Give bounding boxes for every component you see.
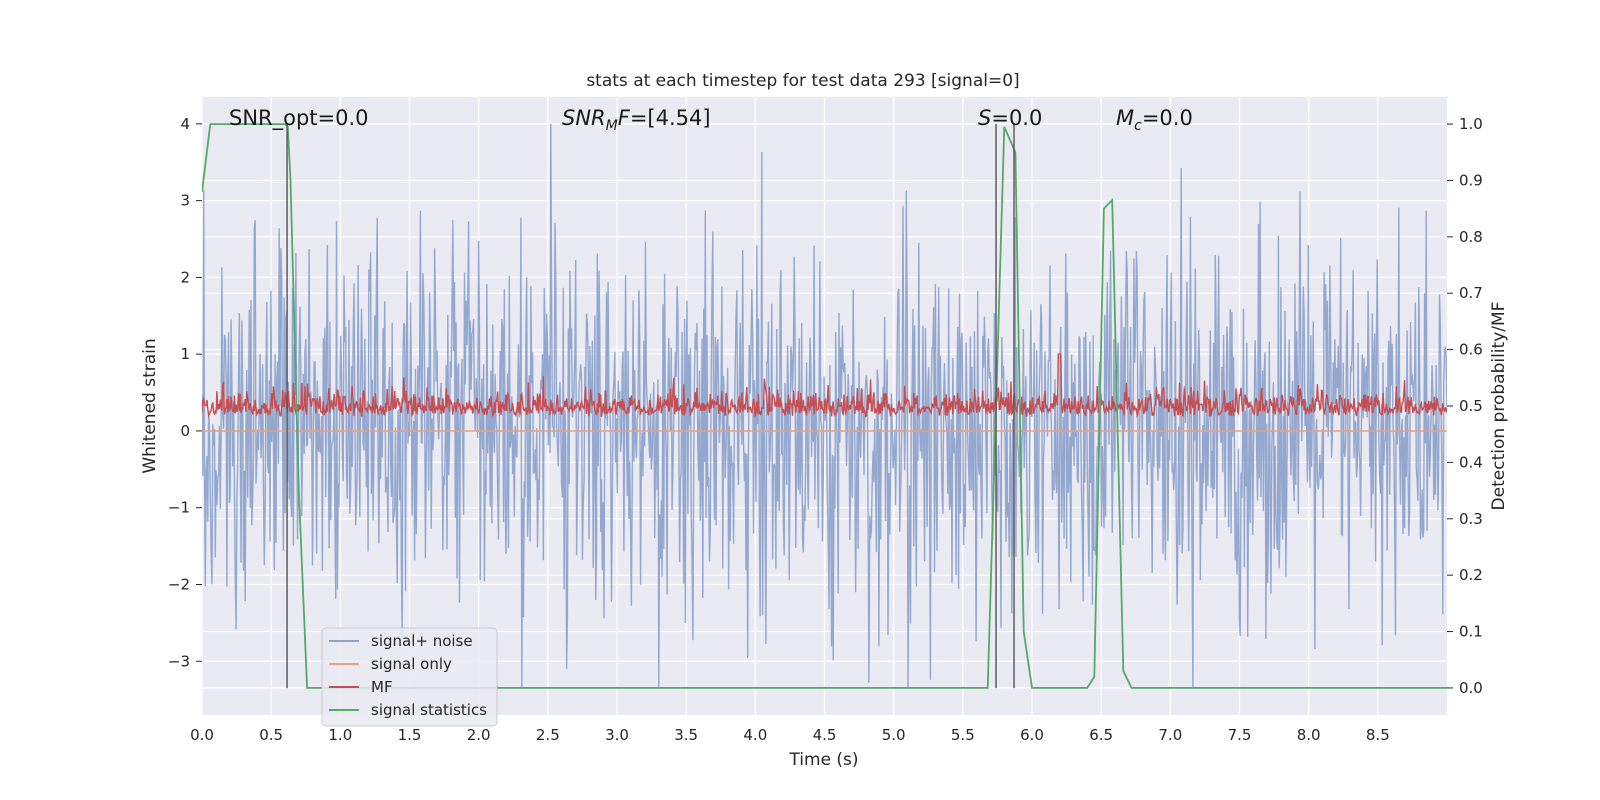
annotation-snr-mf: SNRMF=[4.54] bbox=[562, 106, 711, 134]
snr-mf-tail-italic: F bbox=[618, 106, 631, 130]
y-tick-label: −1 bbox=[168, 499, 190, 517]
y2-tick-label: 0.8 bbox=[1459, 228, 1483, 246]
x-tick-label: 4.0 bbox=[743, 726, 767, 744]
x-tick-label: 8.5 bbox=[1366, 726, 1390, 744]
x-tick-label: 6.0 bbox=[1020, 726, 1044, 744]
chart-title: stats at each timestep for test data 293… bbox=[586, 71, 1019, 91]
y-tick-label: −3 bbox=[168, 652, 190, 670]
x-tick-label: 8.0 bbox=[1297, 726, 1321, 744]
x-tick-label: 7.0 bbox=[1158, 726, 1182, 744]
x-tick-labels: 0.0 0.5 1.0 1.5 2.0 2.5 3.0 3.5 4.0 4.5 5.0 5.5 6.0 6… bbox=[190, 726, 1390, 744]
y2-tick-label: 0.9 bbox=[1459, 171, 1483, 189]
y-tick-label: −2 bbox=[168, 575, 190, 593]
x-tick-label: 0.0 bbox=[190, 726, 214, 744]
y-tick-label: 3 bbox=[180, 192, 190, 210]
x-tick-label: 0.5 bbox=[259, 726, 283, 744]
s-tail: =0.0 bbox=[991, 106, 1042, 130]
y2-axis-label: Detection probability/MF bbox=[1489, 302, 1509, 511]
snr-mf-sub: M bbox=[606, 118, 618, 134]
y2-tick-label: 0.6 bbox=[1459, 341, 1483, 359]
y2-tick-label: 0.1 bbox=[1459, 623, 1483, 641]
s-main: S bbox=[978, 106, 991, 130]
y2-tick-label: 0.2 bbox=[1459, 566, 1483, 584]
annotation-snr-opt: SNR_opt=0.0 bbox=[229, 106, 369, 131]
mc-tail: =0.0 bbox=[1142, 106, 1193, 130]
x-tick-label: 1.0 bbox=[328, 726, 352, 744]
y2-tick-label: 0.4 bbox=[1459, 453, 1483, 471]
snr-mf-tail: =[4.54] bbox=[630, 106, 711, 130]
legend-label-mf: MF bbox=[371, 678, 393, 696]
vline-layer bbox=[286, 123, 1015, 689]
legend-label-signal-noise: signal+ noise bbox=[371, 632, 473, 650]
legend-box bbox=[321, 627, 498, 727]
series-mf bbox=[202, 353, 1447, 419]
legend: signal+ noise signal only MF signal stat… bbox=[321, 627, 498, 727]
annotation-mc: Mc=0.0 bbox=[1116, 106, 1193, 134]
y2-tick-label: 0.7 bbox=[1459, 284, 1483, 302]
y-tick-label: 2 bbox=[180, 268, 190, 286]
x-tick-label: 2.0 bbox=[467, 726, 491, 744]
y2-tick-label: 0.5 bbox=[1459, 397, 1483, 415]
snr-mf-main: SNR bbox=[562, 106, 606, 130]
series-signal-noise bbox=[202, 123, 1447, 689]
x-tick-label: 5.5 bbox=[951, 726, 975, 744]
x-tick-label: 1.5 bbox=[398, 726, 422, 744]
x-tick-label: 5.0 bbox=[882, 726, 906, 744]
y-axis-label: Whitened strain bbox=[140, 338, 160, 473]
x-tick-label: 3.5 bbox=[674, 726, 698, 744]
y-tick-label: 0 bbox=[180, 422, 190, 440]
mc-sub: c bbox=[1134, 118, 1142, 134]
x-tick-label: 4.5 bbox=[813, 726, 837, 744]
mc-main: M bbox=[1116, 106, 1134, 130]
y2-tick-label: 0.0 bbox=[1459, 679, 1483, 697]
x-tick-label: 2.5 bbox=[536, 726, 560, 744]
y2-tick-labels: 1.0 0.9 0.8 0.7 0.6 0.5 0.4 0.3 0.2 0.1 0.0 bbox=[1447, 115, 1483, 697]
x-tick-label: 3.0 bbox=[605, 726, 629, 744]
annotation-s: S=0.0 bbox=[978, 106, 1042, 130]
x-tick-label: 6.5 bbox=[1089, 726, 1113, 744]
legend-label-signal-only: signal only bbox=[371, 655, 452, 673]
x-axis-label: Time (s) bbox=[788, 750, 858, 770]
y-tick-label: 4 bbox=[180, 115, 190, 133]
y-tick-labels: 4 3 2 1 0 −1 −2 −3 bbox=[168, 115, 202, 670]
y-tick-label: 1 bbox=[180, 345, 190, 363]
legend-label-signal-statistics: signal statistics bbox=[371, 701, 487, 719]
y2-tick-label: 0.3 bbox=[1459, 510, 1483, 528]
x-tick-label: 7.5 bbox=[1228, 726, 1252, 744]
y2-tick-label: 1.0 bbox=[1459, 115, 1483, 133]
